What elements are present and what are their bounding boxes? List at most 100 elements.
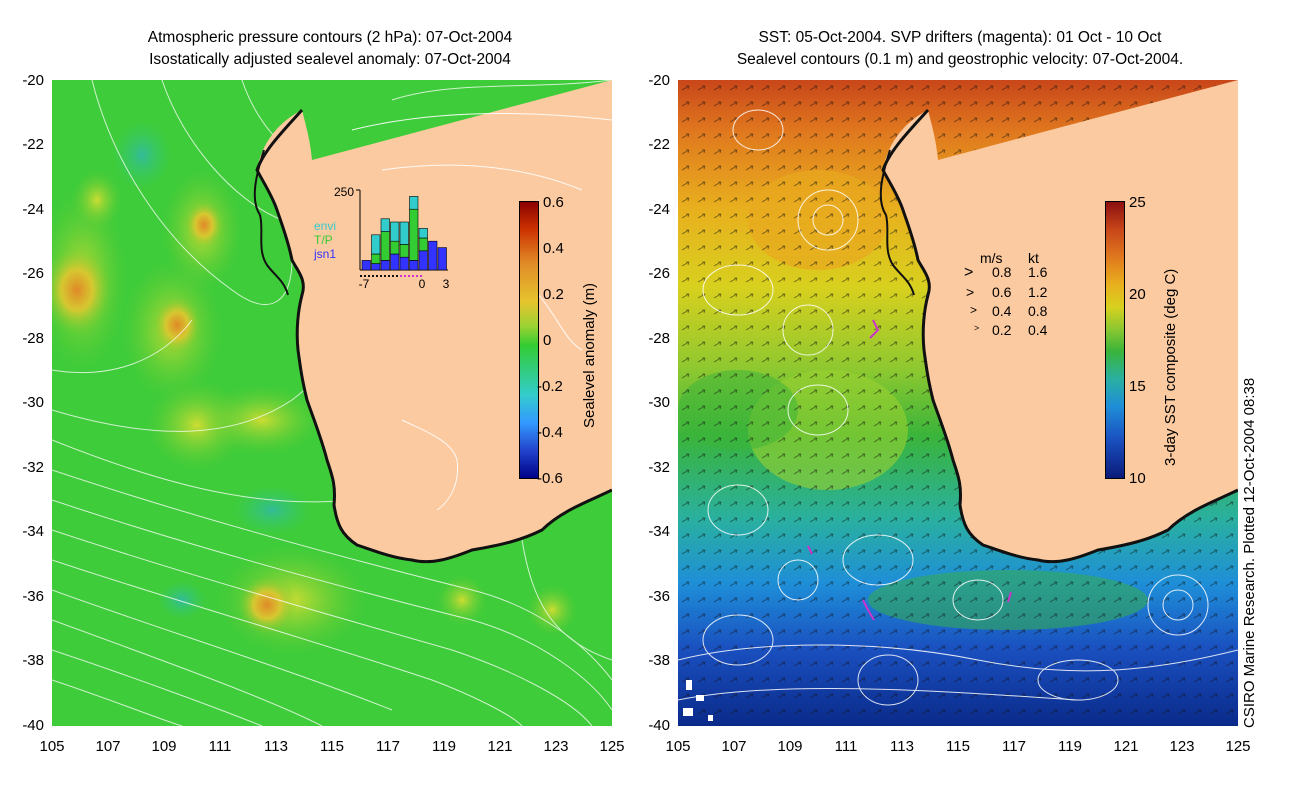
velocity-legend-ms: 0.8 <box>992 264 1012 280</box>
velocity-arrow-icon: > <box>964 264 974 281</box>
legend-jsn1: jsn1 <box>313 247 336 261</box>
left-cb-tick: 0.4 <box>543 240 564 257</box>
inset-bar-jsn1 <box>437 247 447 271</box>
right-map-svg <box>678 80 1238 726</box>
velocity-arrow-icon: > <box>974 323 980 333</box>
legend-tp: T/P <box>314 233 333 247</box>
inset-bar-tp <box>371 253 381 264</box>
inset-bar-jsn1 <box>409 260 419 271</box>
svp-drifters <box>807 319 1012 621</box>
left-y-tick: -28 <box>22 330 44 347</box>
inset-bar-envi <box>380 218 390 232</box>
inset-bar-envi <box>418 228 428 239</box>
inset-bar-envi <box>399 221 409 245</box>
right-colorbar <box>1105 201 1125 479</box>
right-x-tick: 117 <box>1002 738 1026 755</box>
velocity-legend-kt: 0.4 <box>1028 322 1048 338</box>
velocity-legend-ms-header: m/s <box>980 250 1003 266</box>
left-cb-tick: -0.2 <box>537 378 563 395</box>
left-x-tick: 117 <box>376 738 400 755</box>
inset-x-label-max: 3 <box>443 277 450 291</box>
sealevel-contours <box>678 109 1238 706</box>
inset-bar-tp <box>399 244 409 258</box>
inset-bar-tp <box>418 237 428 252</box>
left-y-tick: -26 <box>22 265 44 282</box>
right-x-tick: 109 <box>777 738 803 755</box>
right-y-tick: -28 <box>648 330 670 347</box>
right-y-tick: -32 <box>648 459 670 476</box>
inset-x-label-min: -7 <box>359 277 370 291</box>
right-x-tick: 105 <box>665 738 691 755</box>
inset-bar-envi <box>390 221 400 242</box>
right-x-tick: 115 <box>946 738 970 755</box>
inset-bar-jsn1 <box>380 260 390 271</box>
right-x-tick: 111 <box>834 738 858 755</box>
left-cb-tick: -0.6 <box>537 470 563 487</box>
left-y-tick: -40 <box>22 717 44 734</box>
left-x-tick: 115 <box>320 738 344 755</box>
right-cb-tick: 15 <box>1129 378 1146 395</box>
coastline <box>881 108 1238 564</box>
right-y-tick: -22 <box>648 136 670 153</box>
left-map <box>52 80 612 726</box>
velocity-legend-ms: 0.6 <box>992 284 1012 300</box>
velocity-arrow-icon: > <box>966 284 975 300</box>
left-title-line1: Atmospheric pressure contours (2 hPa): 0… <box>147 29 513 46</box>
right-title-line2: Sealevel contours (0.1 m) and geostrophi… <box>736 51 1184 68</box>
right-x-tick: 121 <box>1113 738 1139 755</box>
inset-bar-jsn1 <box>399 256 409 271</box>
velocity-arrow-icon: > <box>970 303 978 317</box>
pressure-contours <box>52 80 612 726</box>
left-cb-tick: 0 <box>543 332 552 349</box>
credit-text: CSIRO Marine Research. Plotted 12-Oct-20… <box>1241 377 1258 728</box>
left-x-tick: 121 <box>487 738 513 755</box>
left-x-tick: 107 <box>95 738 121 755</box>
inset-bar-envi <box>409 196 419 210</box>
inset-bar-tp <box>390 240 400 255</box>
velocity-legend-kt: 1.2 <box>1028 284 1048 300</box>
right-colorbar-label: 3-day SST composite (deg C) <box>1162 268 1179 466</box>
right-y-tick: -24 <box>648 201 670 218</box>
inset-bar-jsn1 <box>390 253 400 271</box>
right-cb-tick: 25 <box>1129 194 1146 211</box>
right-x-tick: 119 <box>1058 738 1082 755</box>
inset-bar-envi <box>371 234 381 255</box>
right-y-tick: -26 <box>648 265 670 282</box>
cloud-mask <box>683 680 713 721</box>
left-y-tick: -36 <box>22 588 44 605</box>
right-x-tick: 125 <box>1225 738 1251 755</box>
left-cb-tick: -0.4 <box>537 424 563 441</box>
inset-ymax-label: 250 <box>334 185 354 199</box>
left-y-tick: -20 <box>22 72 44 89</box>
left-x-tick: 113 <box>264 738 288 755</box>
velocity-legend-kt: 1.6 <box>1028 264 1048 280</box>
left-x-tick: 123 <box>543 738 569 755</box>
inset-x-label-zero: 0 <box>419 277 426 291</box>
left-y-tick: -30 <box>22 394 44 411</box>
right-map <box>678 80 1238 726</box>
left-cb-tick: 0.2 <box>543 286 564 303</box>
left-y-tick: -34 <box>22 523 44 540</box>
right-y-tick: -40 <box>648 717 670 734</box>
velocity-legend-ms: 0.4 <box>992 303 1012 319</box>
inset-chart: 250 envi T/P jsn1 -7 0 3 <box>300 182 460 292</box>
coastline <box>255 108 612 564</box>
right-y-tick: -30 <box>648 394 670 411</box>
left-title-line2: Isostatically adjusted sealevel anomaly:… <box>149 51 511 68</box>
right-x-tick: 107 <box>721 738 747 755</box>
inset-bar-jsn1 <box>361 260 371 271</box>
left-cb-tick: 0.6 <box>543 194 564 211</box>
left-x-tick: 119 <box>432 738 456 755</box>
right-x-tick: 113 <box>890 738 914 755</box>
left-colorbar <box>519 201 539 479</box>
right-cb-tick: 20 <box>1129 286 1146 303</box>
left-colorbar-label: Sealevel anomaly (m) <box>581 282 598 428</box>
right-cb-tick: 10 <box>1129 470 1146 487</box>
australia-land <box>883 80 1238 562</box>
left-map-svg <box>52 80 612 726</box>
left-y-tick: -24 <box>22 201 44 218</box>
right-y-tick: -34 <box>648 523 670 540</box>
inset-bar-jsn1 <box>418 250 428 271</box>
inset-chart-svg: 250 envi T/P jsn1 -7 0 3 <box>313 185 450 291</box>
velocity-legend-kt-header: kt <box>1028 250 1039 266</box>
